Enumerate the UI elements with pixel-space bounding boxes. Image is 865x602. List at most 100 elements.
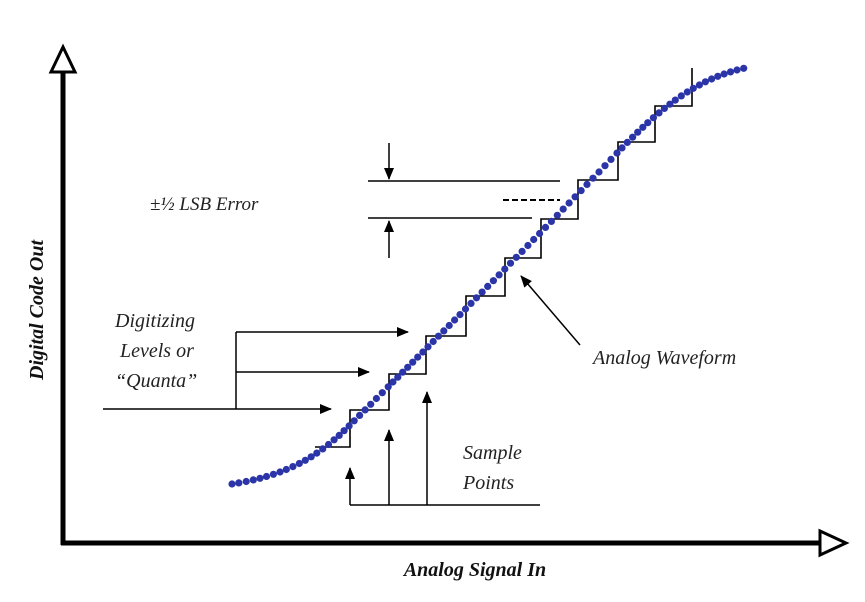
waveform-dot [512,253,520,261]
waveform-dot [378,389,386,397]
waveform-dot [429,337,437,346]
waveform-dot [524,241,532,250]
waveform-dot [276,468,284,476]
waveform-dot [372,394,380,403]
waveform-dot [607,155,615,163]
waveform-dot [235,479,243,487]
waveform-dot [541,223,550,231]
sample-points-label-line2: Points [462,472,514,494]
y-axis-arrowhead [48,43,78,74]
waveform-dot [553,211,561,219]
waveform-dot [472,294,481,302]
waveform-dot [242,477,250,486]
waveform-dot [740,64,748,72]
waveform-dot [495,271,503,279]
waveform-dot [695,81,704,89]
waveform-dot [249,476,257,484]
waveform-dot [571,193,579,201]
waveform-dot [356,411,364,419]
waveform-dot [456,311,464,319]
waveform-dot [536,229,544,238]
waveform-dot [660,104,669,112]
waveform-dot [708,75,716,83]
waveform-dot [714,72,722,80]
waveform-dot [324,440,333,449]
waveform-dot [424,343,432,351]
waveform-dot [559,205,567,213]
waveform-dot [629,133,637,141]
waveform-dot [399,368,407,376]
waveform-dot [335,431,343,439]
lsb-error-indicator [368,143,560,258]
waveform-dot [319,445,327,453]
waveform-dot [726,68,735,76]
waveform-dot [419,348,427,356]
waveform-dot [389,378,397,386]
sample-points-arrows [345,391,540,506]
digitizing-levels-arrows [103,327,409,414]
waveform-dot [269,470,277,478]
waveform-dot [623,138,631,146]
digitizing-label-line2: Levels or [119,340,194,362]
x-axis-arrowhead [818,528,850,558]
waveform-dot [649,114,658,122]
waveform-dot [547,217,556,225]
waveform-dot [501,265,509,273]
waveform-dot [340,427,348,435]
lsb-error-label: ±½ LSB Error [150,194,259,215]
analog-waveform-label: Analog Waveform [591,347,736,369]
waveform-dot [361,406,369,414]
waveform-dot [484,282,492,290]
waveform-dot [467,299,475,307]
waveform-dot [345,422,353,430]
waveform-dot [350,417,358,425]
waveform-dot [461,305,470,313]
waveform-dot [301,456,309,464]
waveform-dot [282,465,290,474]
analog-waveform-dots [228,64,748,488]
waveform-dot [671,96,679,104]
waveform-dot [451,316,459,324]
waveform-dot [256,474,264,482]
quantization-staircase [315,68,693,448]
waveform-dot [313,449,321,457]
waveform-dot [228,480,236,488]
waveform-dot [506,259,515,267]
waveform-dot [518,247,526,255]
waveform-dot [634,128,642,136]
waveform-dot [262,472,271,481]
waveform-dot [530,235,538,244]
waveform-dot [384,383,392,391]
waveform-dot [414,353,422,361]
waveform-dot [689,84,697,92]
waveform-dot [330,436,338,444]
waveform-dot [595,168,603,176]
waveform-dot [655,109,663,117]
waveform-dot [677,92,685,100]
waveform-dot [583,180,591,188]
waveform-dot [589,174,597,182]
waveform-dot [601,162,609,170]
waveform-dot [409,358,417,366]
x-axis-label: Analog Signal In [402,559,546,581]
waveform-dot [577,187,585,195]
waveform-dot [478,288,486,296]
waveform-dot [489,277,497,285]
waveform-dot [295,459,303,468]
waveform-dot [613,149,621,157]
waveform-dot [618,144,626,152]
waveform-dot [445,321,453,330]
waveform-dot [565,199,573,207]
waveform-dot [404,363,412,371]
waveform-dot [289,463,297,471]
waveform-dot [720,70,728,78]
waveform-dot [367,400,375,408]
waveform-dot [307,453,315,461]
sample-points-label-line1: Sample [463,442,522,464]
digitizing-label-line1: Digitizing [114,310,195,332]
waveform-dot [666,100,674,108]
waveform-dot [644,119,652,127]
waveform-dot [440,327,448,335]
axes [48,43,850,558]
